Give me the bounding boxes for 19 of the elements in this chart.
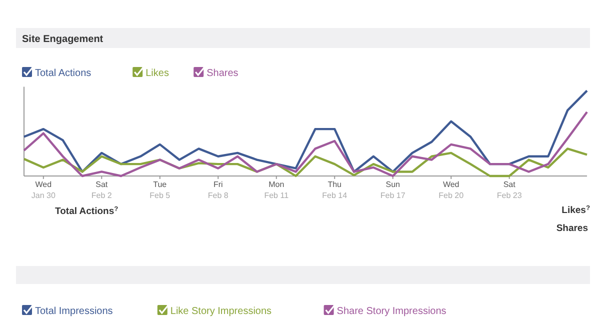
x-tick-label: Tue Feb 5 (150, 180, 171, 200)
text: Total Actions$^{?}$ (55, 206, 118, 217)
text: Share Story Impressions (336, 306, 446, 317)
x-tick-label: Fri Feb 8 (208, 180, 229, 200)
legend-label: Likes (146, 68, 169, 79)
text: Likes$^{?}$ (562, 204, 590, 216)
x-tick-label: Mon Feb 11 (264, 180, 290, 200)
text: Total Impressions (35, 306, 113, 317)
chart-title: Site Engagement (22, 34, 104, 45)
legend-label: Shares (206, 68, 238, 79)
text: Shares (556, 223, 588, 234)
x-tick-label: Wed Feb 20 (438, 180, 464, 200)
x-tick-label: Thu Feb 14 (322, 180, 348, 200)
x-tick-label: Sat Feb 2 (91, 180, 112, 200)
x-tick-label: Wed Jan 30 (31, 180, 56, 200)
x-tick-label: Sun Feb 17 (380, 180, 406, 200)
text: Like Story Impressions (170, 306, 272, 317)
legend-label: Total Actions (35, 68, 92, 79)
x-tick-label: Sat Feb 23 (496, 180, 522, 200)
